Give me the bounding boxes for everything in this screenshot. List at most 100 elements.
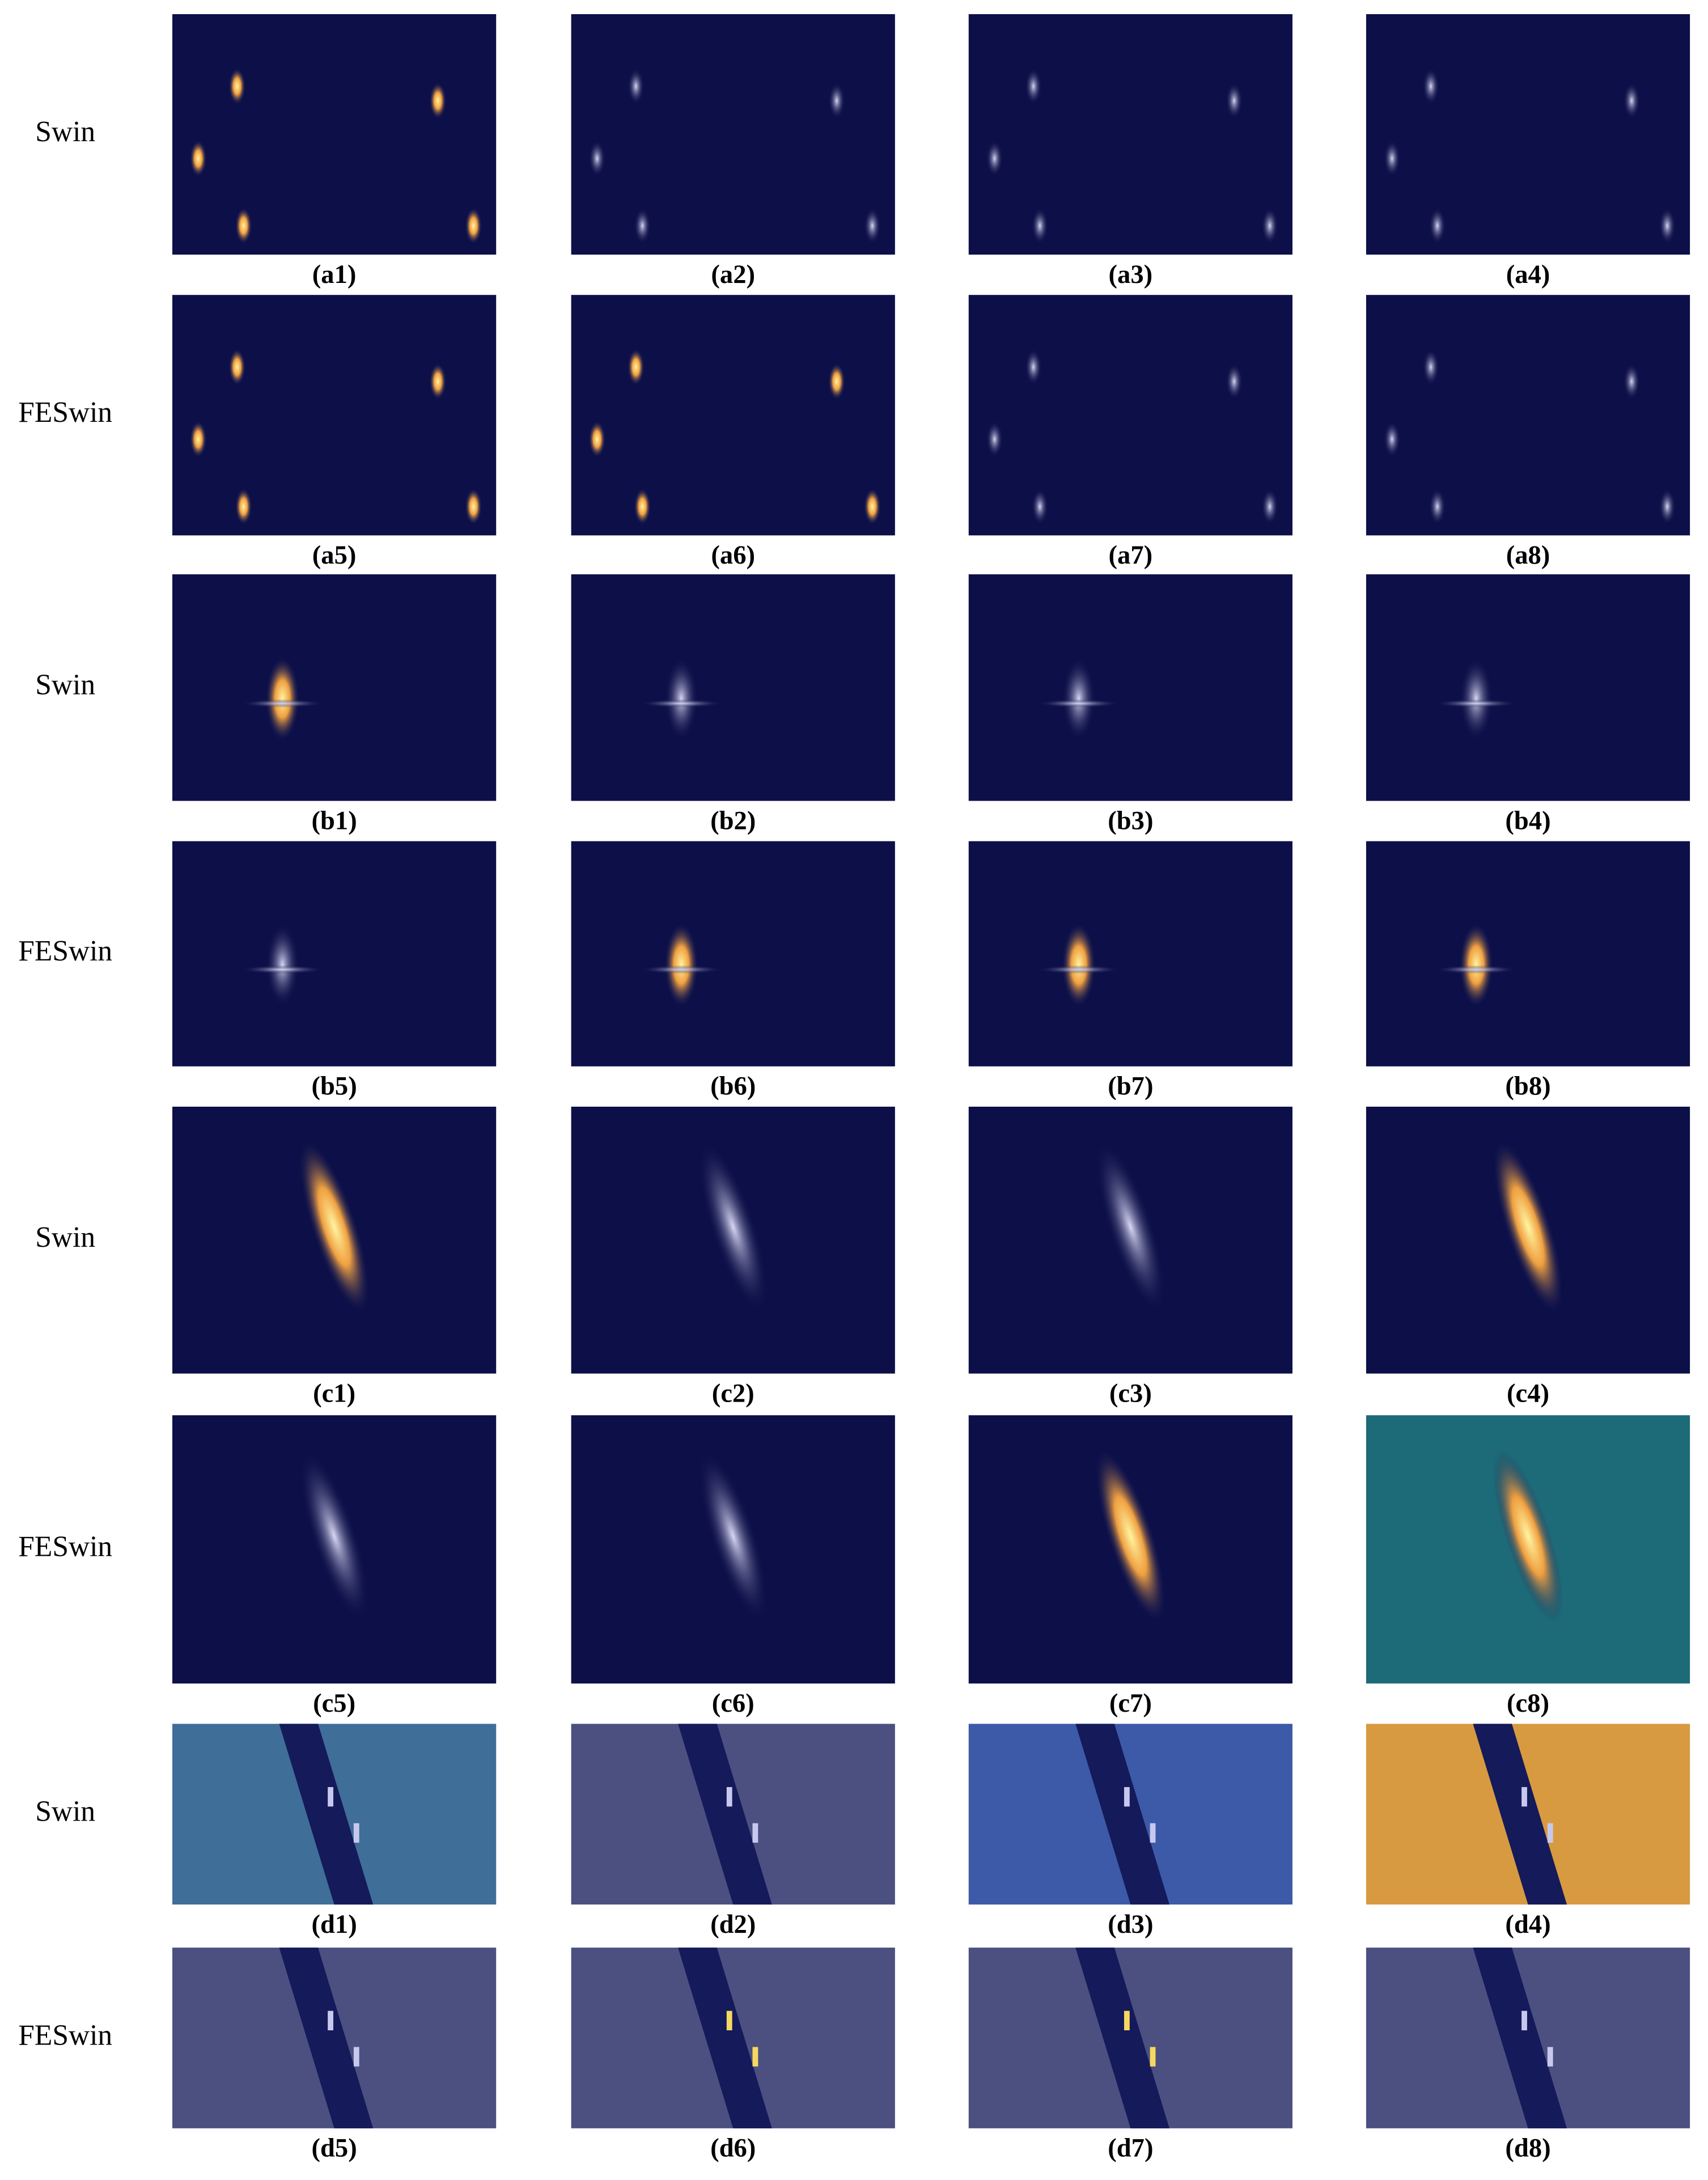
ship [1422,68,1439,105]
ship [1434,699,1518,708]
ship [639,699,723,708]
heatmap-image [172,1106,497,1374]
river [279,1948,374,2128]
heatmap-image [1366,841,1690,1066]
row-label: Swin [35,669,95,701]
heatmap-image [968,1948,1292,2128]
panel-caption: (c6) [712,1688,755,1718]
heatmap-image [968,1415,1292,1684]
heatmap-image [1366,14,1690,255]
ship [1547,1823,1553,1843]
row-label: FESwin [18,1531,112,1563]
ship [664,923,698,1007]
heatmap-image [1366,1106,1690,1374]
ship [1429,208,1446,244]
row-label: FESwin [18,396,112,429]
row-label: FESwin [18,935,112,967]
ship [1261,488,1278,525]
image-background [172,574,497,801]
ship [1521,2010,1527,2030]
ship [235,208,252,244]
ship [1062,923,1096,1007]
ship [1659,208,1676,244]
ship [1459,657,1493,741]
ship [265,657,299,741]
heatmap-image [968,574,1292,801]
row-label: FESwin [18,2019,112,2051]
ship [240,965,324,974]
ship [1095,1450,1166,1623]
ship [1459,923,1493,1007]
river [279,1724,374,1905]
river [1075,1948,1169,2128]
heatmap-image [1366,1948,1690,2128]
ship [588,421,606,458]
ship [465,488,482,525]
row-label: Swin [35,1221,95,1254]
panel-caption: (a8) [1506,540,1550,570]
panel-caption: (a5) [312,540,357,570]
ship [698,1450,768,1623]
ship [752,1823,758,1843]
panel-caption: (d4) [1505,1910,1550,1939]
ship [299,1140,370,1313]
image-background [571,841,895,1066]
ship [465,208,482,244]
panel-caption: (d5) [311,2134,357,2163]
row-label: Swin [35,1796,95,1828]
ship [328,1787,333,1807]
ship [1124,2010,1130,2030]
ship [1429,488,1446,525]
ship [1124,1787,1130,1807]
heatmap-image [172,1948,497,2128]
panel-caption: (c8) [1507,1688,1549,1718]
ship [1031,488,1049,525]
panel-caption: (c3) [1109,1379,1152,1408]
panel-caption: (a3) [1109,260,1153,289]
ship [1226,82,1243,119]
image-background [1366,295,1690,536]
heatmap-image [172,14,497,255]
heatmap-image [172,295,497,536]
panel-caption: (d8) [1505,2134,1550,2163]
heatmap-image [172,841,497,1066]
ship [986,421,1003,458]
heatmap-image [571,841,895,1066]
ship [1025,349,1042,386]
panel-caption: (a1) [312,260,357,289]
river [1473,1724,1567,1905]
ship [429,363,447,400]
panel-caption: (a7) [1109,540,1153,570]
ship [634,488,651,525]
ship [1062,657,1096,741]
image-background [1366,841,1690,1066]
ship [1150,1823,1156,1843]
image-background [968,295,1292,536]
panel-caption: (d7) [1108,2134,1153,2163]
ship [828,82,845,119]
ship [353,2047,359,2067]
heatmap-image [1366,1724,1690,1905]
heatmap-image [172,1724,497,1905]
panel-caption: (b3) [1108,806,1153,835]
ship [628,349,645,386]
panel-caption: (b1) [311,806,357,835]
image-background [172,841,497,1066]
ship [828,363,845,400]
panel-caption: (c5) [313,1688,355,1718]
heatmap-image [571,14,895,255]
image-background [1366,14,1690,255]
ship [726,1787,732,1807]
ship [664,657,698,741]
heatmap-image [1366,574,1690,801]
image-background [968,574,1292,801]
ship [353,1823,359,1843]
ship [1037,965,1121,974]
image-background [1366,574,1690,801]
ship [864,488,881,525]
river [1473,1948,1567,2128]
ship [240,699,324,708]
panel-caption: (d2) [710,1910,756,1939]
